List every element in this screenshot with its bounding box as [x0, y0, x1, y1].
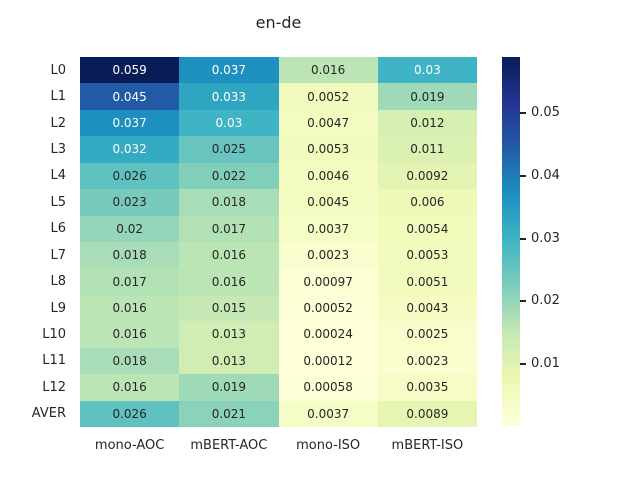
heatmap-cell-AVER-mono-ISO: 0.0037 [278, 400, 378, 427]
x-tick-label-mono-AOC: mono-AOC [94, 438, 165, 453]
colorbar-gradient [502, 57, 520, 426]
y-tick-label-L4: L4 [50, 168, 66, 184]
heatmap-cell-L11-mono-ISO: 0.00012 [278, 347, 378, 375]
colorbar-tick-mark-0.03 [520, 237, 526, 240]
colorbar-tick-label-0.01: 0.01 [531, 356, 560, 372]
heatmap-cell-L5-mono-AOC: 0.023 [80, 189, 180, 216]
heatmap-cell-L10-mono-AOC: 0.016 [80, 321, 180, 348]
heatmap-cell-L6-mBERT-ISO: 0.0054 [377, 215, 477, 242]
y-tick-label-L12: L12 [42, 379, 66, 395]
heatmap-cell-L5-mBERT-AOC: 0.018 [179, 189, 279, 216]
heatmap-cell-AVER-mBERT-AOC: 0.021 [179, 400, 279, 427]
x-tick-label-mono-ISO: mono-ISO [296, 438, 361, 453]
x-tick-label-mBERT-AOC: mBERT-AOC [190, 438, 268, 453]
y-tick-label-L2: L2 [50, 115, 66, 131]
x-axis-tick-labels: mono-AOC mBERT-AOC mono-ISO mBERT-ISO [80, 438, 477, 453]
heatmap-cell-L6-mono-ISO: 0.0037 [278, 215, 378, 242]
heatmap-cell-L10-mono-ISO: 0.00024 [278, 321, 378, 348]
colorbar-ticks: 0.01 0.02 0.03 0.04 0.05 [520, 57, 590, 426]
colorbar-tick-mark-0.04 [520, 175, 526, 178]
heatmap-cell-L4-mono-ISO: 0.0046 [278, 162, 378, 190]
y-tick-label-L5: L5 [50, 194, 66, 210]
heatmap-grid: 0.059 0.037 0.016 0.03 0.045 0.033 0.0052 0.019… [80, 57, 477, 427]
heatmap-cell-L5-mono-ISO: 0.0045 [278, 189, 378, 216]
heatmap-cell-L3-mBERT-ISO: 0.011 [377, 136, 477, 163]
heatmap-cell-L7-mBERT-AOC: 0.016 [179, 242, 279, 269]
colorbar-tick-label-0.02: 0.02 [531, 293, 560, 309]
heatmap-cell-L6-mBERT-AOC: 0.017 [179, 215, 279, 242]
colorbar-tick-label-0.05: 0.05 [531, 105, 560, 121]
heatmap-cell-L4-mBERT-ISO: 0.0092 [377, 162, 477, 190]
heatmap-cell-AVER-mBERT-ISO: 0.0089 [377, 400, 477, 427]
heatmap-cell-L1-mono-AOC: 0.045 [80, 83, 180, 110]
heatmap-cell-L12-mono-ISO: 0.00058 [278, 374, 378, 401]
heatmap-cell-L2-mono-ISO: 0.0047 [278, 109, 378, 137]
heatmap-cell-L12-mBERT-ISO: 0.0035 [377, 374, 477, 401]
heatmap-cell-L8-mBERT-AOC: 0.016 [179, 268, 279, 295]
y-tick-label-L7: L7 [50, 247, 66, 263]
heatmap-cell-L3-mono-AOC: 0.032 [80, 136, 180, 163]
heatmap-cell-L11-mono-AOC: 0.018 [80, 347, 180, 375]
heatmap-cell-L11-mBERT-ISO: 0.0023 [377, 347, 477, 375]
heatmap-cell-L12-mono-AOC: 0.016 [80, 374, 180, 401]
heatmap-cell-L8-mono-ISO: 0.00097 [278, 268, 378, 295]
y-tick-label-L3: L3 [50, 141, 66, 157]
colorbar-tick-mark-0.01 [520, 363, 526, 366]
heatmap-cell-L8-mBERT-ISO: 0.0051 [377, 268, 477, 295]
heatmap-cell-L1-mBERT-AOC: 0.033 [179, 83, 279, 110]
y-axis-tick-labels: L0 L1 L2 L3 L4 L5 L6 L7 L8 L9 L10 L11 L12 AVER [0, 57, 73, 427]
heatmap-cell-L2-mBERT-ISO: 0.012 [377, 109, 477, 137]
colorbar-tick-label-0.04: 0.04 [531, 168, 560, 184]
y-tick-label-L10: L10 [42, 326, 66, 342]
heatmap-cell-L7-mBERT-ISO: 0.0053 [377, 242, 477, 269]
heatmap-cell-L12-mBERT-AOC: 0.019 [179, 374, 279, 401]
colorbar-tick-mark-0.05 [520, 112, 526, 115]
heatmap-cell-L5-mBERT-ISO: 0.006 [377, 189, 477, 216]
colorbar-tick-label-0.03: 0.03 [531, 230, 560, 246]
heatmap-cell-L2-mBERT-AOC: 0.03 [179, 109, 279, 137]
heatmap-cell-L4-mBERT-AOC: 0.022 [179, 162, 279, 190]
heatmap-cell-L9-mono-AOC: 0.016 [80, 294, 180, 322]
y-tick-label-L1: L1 [50, 89, 66, 105]
heatmap-cell-L0-mono-ISO: 0.016 [278, 57, 378, 84]
heatmap-cell-L9-mono-ISO: 0.00052 [278, 294, 378, 322]
colorbar-tick-mark-0.02 [520, 300, 526, 303]
heatmap-cell-L7-mono-AOC: 0.018 [80, 242, 180, 269]
heatmap-cell-L7-mono-ISO: 0.0023 [278, 242, 378, 269]
chart-title: en-de [255, 13, 302, 32]
heatmap-cell-L8-mono-AOC: 0.017 [80, 268, 180, 295]
heatmap-cell-L0-mBERT-ISO: 0.03 [377, 57, 477, 84]
y-tick-label-L6: L6 [50, 221, 66, 237]
y-tick-label-AVER: AVER [31, 406, 66, 422]
heatmap-cell-L0-mBERT-AOC: 0.037 [179, 57, 279, 84]
y-tick-label-L0: L0 [50, 62, 66, 78]
heatmap-cell-L1-mono-ISO: 0.0052 [278, 83, 378, 110]
y-tick-label-L9: L9 [50, 300, 66, 316]
heatmap-cell-L3-mono-ISO: 0.0053 [278, 136, 378, 163]
heatmap-cell-L4-mono-AOC: 0.026 [80, 162, 180, 190]
heatmap-cell-L10-mBERT-ISO: 0.0025 [377, 321, 477, 348]
heatmap-cell-AVER-mono-AOC: 0.026 [80, 400, 180, 427]
heatmap-cell-L3-mBERT-AOC: 0.025 [179, 136, 279, 163]
heatmap-cell-L9-mBERT-ISO: 0.0043 [377, 294, 477, 322]
heatmap-cell-L10-mBERT-AOC: 0.013 [179, 321, 279, 348]
x-tick-label-mBERT-ISO: mBERT-ISO [391, 438, 464, 453]
y-tick-label-L8: L8 [50, 274, 66, 290]
heatmap-cell-L2-mono-AOC: 0.037 [80, 109, 180, 137]
heatmap-cell-L1-mBERT-ISO: 0.019 [377, 83, 477, 110]
y-tick-label-L11: L11 [42, 353, 66, 369]
heatmap-cell-L6-mono-AOC: 0.02 [80, 215, 180, 242]
heatmap-cell-L9-mBERT-AOC: 0.015 [179, 294, 279, 322]
heatmap-cell-L0-mono-AOC: 0.059 [80, 57, 180, 84]
heatmap-cell-L11-mBERT-AOC: 0.013 [179, 347, 279, 375]
